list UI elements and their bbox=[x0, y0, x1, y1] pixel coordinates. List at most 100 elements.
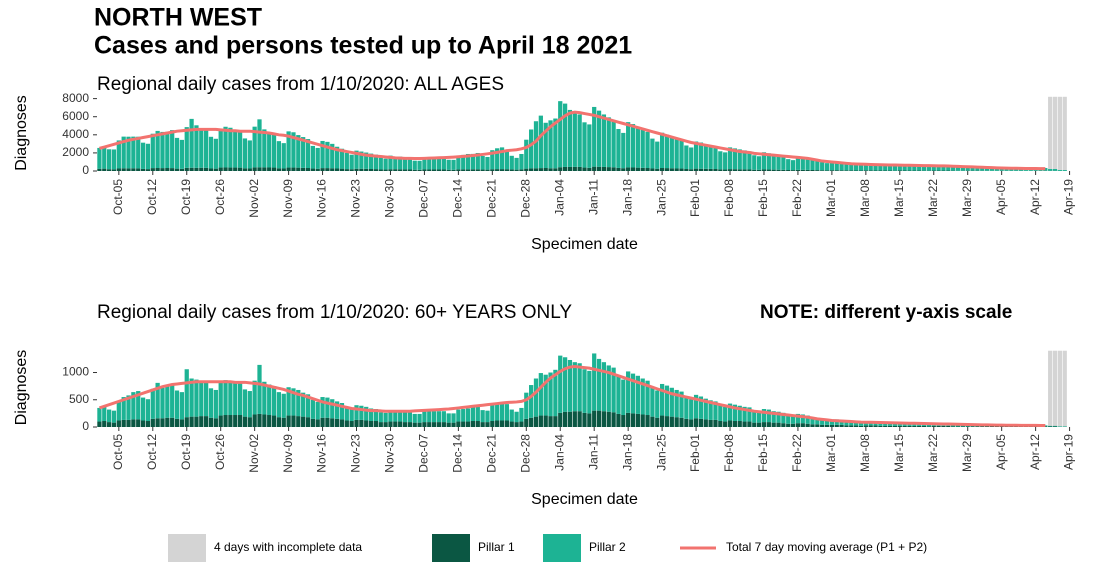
bar bbox=[596, 166, 602, 171]
bar bbox=[863, 164, 868, 171]
bar bbox=[975, 426, 980, 427]
bar bbox=[247, 417, 252, 427]
bar bbox=[126, 419, 131, 427]
bar bbox=[878, 170, 883, 171]
bar bbox=[446, 422, 451, 427]
y-axis-label: Diagnoses bbox=[13, 350, 30, 426]
x-tick-label: Jan-11 bbox=[586, 179, 600, 215]
bar bbox=[538, 115, 543, 169]
bar bbox=[718, 421, 723, 427]
bar bbox=[747, 421, 752, 427]
bar bbox=[499, 420, 505, 427]
bar bbox=[679, 168, 684, 171]
bar bbox=[1057, 170, 1062, 171]
bar bbox=[97, 407, 102, 422]
bar bbox=[723, 152, 728, 170]
bar bbox=[402, 411, 408, 423]
bar bbox=[834, 424, 839, 427]
bar bbox=[567, 359, 573, 412]
x-tick-label: Oct-12 bbox=[145, 179, 159, 215]
x-tick-label: Apr-05 bbox=[994, 179, 1008, 215]
bar bbox=[965, 166, 970, 171]
bar bbox=[621, 132, 626, 169]
bar bbox=[349, 154, 354, 170]
bar bbox=[470, 153, 476, 170]
bar bbox=[271, 386, 277, 416]
bar bbox=[970, 426, 975, 427]
y-tick-label: 4000 bbox=[62, 127, 89, 141]
bar bbox=[301, 137, 306, 168]
bar bbox=[354, 168, 359, 171]
bar bbox=[446, 169, 451, 171]
x-tick-label: Mar-29 bbox=[960, 434, 974, 472]
bar bbox=[907, 165, 912, 171]
bar bbox=[524, 392, 529, 419]
bar bbox=[766, 422, 771, 427]
bar bbox=[242, 416, 248, 427]
x-tick-label: Dec-28 bbox=[518, 179, 532, 218]
bar bbox=[820, 424, 825, 427]
bar bbox=[936, 165, 941, 171]
bar bbox=[398, 421, 403, 427]
bar bbox=[878, 422, 883, 426]
bar bbox=[291, 132, 296, 168]
bar bbox=[480, 422, 485, 427]
bar bbox=[655, 141, 660, 169]
bar bbox=[829, 170, 835, 171]
bar bbox=[679, 417, 684, 427]
bar bbox=[417, 169, 422, 171]
bar bbox=[160, 131, 165, 169]
bar bbox=[684, 169, 689, 171]
bar bbox=[179, 392, 185, 420]
x-tick-label: Dec-07 bbox=[417, 434, 431, 473]
bar bbox=[713, 419, 718, 427]
bar bbox=[596, 410, 602, 427]
bar bbox=[553, 168, 558, 171]
x-tick-label: Dec-07 bbox=[417, 179, 431, 218]
bar bbox=[752, 410, 757, 423]
x-tick-label: Nov-30 bbox=[383, 179, 397, 218]
bar bbox=[271, 167, 277, 171]
bar bbox=[655, 168, 660, 171]
bar bbox=[708, 168, 713, 171]
bar bbox=[150, 168, 155, 171]
bar bbox=[107, 422, 112, 427]
bar bbox=[562, 103, 568, 167]
bar bbox=[611, 367, 616, 413]
x-tick-label: Jan-25 bbox=[654, 179, 668, 216]
bar bbox=[422, 411, 427, 423]
bar bbox=[582, 369, 587, 413]
bar bbox=[892, 423, 898, 426]
bar bbox=[325, 397, 330, 418]
bar bbox=[218, 381, 223, 416]
bar bbox=[296, 389, 301, 417]
x-tick-label: Oct-19 bbox=[179, 179, 193, 215]
bar bbox=[359, 419, 364, 427]
bar bbox=[659, 415, 665, 427]
bar bbox=[1048, 426, 1053, 427]
bar bbox=[771, 169, 776, 171]
bar bbox=[592, 166, 597, 171]
bar bbox=[703, 419, 708, 427]
bar bbox=[1062, 96, 1067, 171]
bar bbox=[252, 380, 257, 415]
bar bbox=[412, 422, 417, 427]
bar bbox=[790, 423, 796, 427]
bar bbox=[577, 363, 582, 412]
bar bbox=[887, 423, 893, 426]
bar bbox=[170, 130, 175, 169]
bar bbox=[388, 421, 393, 427]
bar bbox=[815, 424, 820, 427]
bar bbox=[635, 375, 640, 414]
x-tick-label: Oct-26 bbox=[213, 179, 227, 215]
bar bbox=[567, 166, 573, 171]
bar bbox=[1057, 96, 1062, 171]
bar bbox=[723, 169, 728, 171]
bar bbox=[761, 409, 767, 423]
bar bbox=[989, 168, 995, 171]
bar bbox=[204, 167, 209, 171]
bar bbox=[349, 408, 354, 422]
bar bbox=[771, 154, 776, 170]
panel-subtitle: Regional daily cases from 1/10/2020: 60+… bbox=[97, 302, 572, 323]
bar bbox=[174, 390, 180, 419]
